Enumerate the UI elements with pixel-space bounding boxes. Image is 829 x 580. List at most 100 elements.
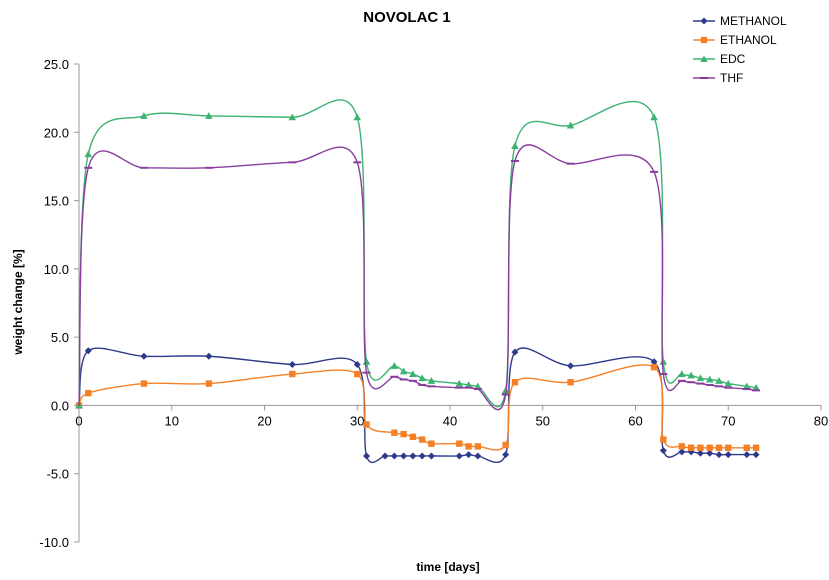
chart-title: NOVOLAC 1	[363, 9, 451, 26]
data-point-edc	[362, 357, 371, 365]
x-tick-label: 70	[721, 413, 735, 428]
legend-item-methanol: METHANOL	[693, 14, 787, 28]
data-point-ethanol	[660, 436, 667, 443]
data-point-edc	[205, 112, 213, 119]
legend-marker-ethanol	[700, 36, 708, 44]
data-point-ethanol	[289, 370, 296, 378]
series-line-ethanol	[78, 364, 757, 451]
data-point-methanol	[696, 449, 704, 457]
data-point-ethanol	[418, 436, 426, 443]
x-tick-label: 30	[350, 413, 364, 428]
data-point-methanol	[650, 358, 658, 366]
data-point-methanol	[288, 360, 296, 368]
data-point-methanol	[567, 362, 575, 370]
y-ticks: -10.0 -5.0 0.0 5.0 10.0 15.0 20.0 25.0	[39, 57, 79, 550]
data-point-edc	[650, 113, 658, 121]
data-point-ethanol	[743, 444, 750, 451]
legend-marker-methanol	[700, 17, 708, 25]
data-point-edc	[409, 370, 417, 378]
data-point-edc	[353, 113, 362, 121]
data-point-ethanol	[474, 443, 482, 450]
data-point-ethanol	[650, 363, 658, 371]
data-point-methanol	[465, 451, 473, 459]
data-point-ethanol	[465, 443, 472, 450]
data-point-ethanol	[706, 444, 713, 451]
data-point-methanol	[474, 452, 482, 460]
data-point-methanol	[84, 347, 92, 355]
data-point-edc	[84, 150, 93, 158]
x-ticks: 0 10 20 30 40 50 60 70 80	[75, 405, 828, 428]
legend-item-thf: THF	[693, 71, 743, 85]
legend-item-ethanol: ETHANOL	[693, 33, 777, 47]
data-point-edc	[427, 377, 436, 384]
x-tick-label: 60	[628, 413, 642, 428]
data-point-methanol	[715, 451, 723, 459]
data-point-ethanol	[354, 370, 361, 378]
data-point-ethanol	[428, 440, 435, 447]
data-point-edc	[140, 112, 148, 119]
data-point-edc	[696, 374, 705, 382]
legend-label-methanol: METHANOL	[720, 14, 787, 28]
data-point-edc	[464, 381, 473, 388]
data-point-edc	[566, 121, 575, 129]
legend-item-edc: EDC	[693, 52, 746, 66]
data-point-methanol	[390, 452, 398, 460]
data-point-edc	[659, 357, 668, 365]
x-tick-label: 0	[75, 413, 82, 428]
legend-marker-edc	[700, 55, 708, 63]
data-point-methanol	[511, 348, 519, 356]
x-axis-title: time [days]	[416, 560, 479, 574]
series-methanol	[75, 347, 760, 464]
series-layer	[75, 99, 761, 464]
data-point-ethanol	[511, 379, 519, 386]
data-point-ethanol	[725, 444, 732, 451]
y-axis-title: weight change [%]	[11, 249, 25, 355]
data-point-edc	[418, 374, 426, 382]
data-point-edc	[752, 383, 760, 391]
data-point-ethanol	[678, 443, 686, 450]
data-point-edc	[288, 113, 297, 121]
data-point-edc	[455, 379, 464, 387]
x-tick-label: 20	[257, 413, 271, 428]
y-tick-label: -5.0	[47, 467, 69, 482]
x-tick-label: 50	[536, 413, 550, 428]
data-point-methanol	[455, 452, 463, 460]
y-tick-label: 25.0	[44, 57, 69, 72]
y-tick-label: 10.0	[44, 262, 69, 277]
series-ethanol	[75, 363, 760, 451]
series-thf	[78, 144, 761, 411]
data-point-ethanol	[409, 433, 417, 441]
data-point-edc	[743, 382, 751, 390]
data-point-methanol	[140, 352, 148, 360]
data-point-ethanol	[687, 444, 695, 451]
y-tick-label: 5.0	[51, 330, 69, 345]
legend-label-edc: EDC	[720, 52, 746, 66]
legend: METHANOL ETHANOL EDC THF	[693, 14, 787, 85]
data-point-ethanol	[205, 380, 213, 387]
data-point-ethanol	[456, 440, 463, 447]
legend-label-thf: THF	[720, 71, 743, 85]
data-point-edc	[399, 367, 408, 375]
data-point-ethanol	[715, 444, 723, 451]
data-point-ethanol	[400, 430, 407, 438]
data-point-methanol	[659, 446, 667, 454]
data-point-ethanol	[363, 421, 370, 428]
data-point-ethanol	[502, 441, 509, 449]
data-point-edc	[678, 370, 686, 378]
data-point-methanol	[418, 452, 426, 460]
x-tick-label: 40	[443, 413, 457, 428]
data-point-edc	[705, 375, 714, 383]
data-point-ethanol	[391, 429, 398, 436]
data-point-methanol	[678, 448, 686, 456]
axes	[78, 64, 821, 542]
data-point-methanol	[706, 449, 714, 457]
data-point-ethanol	[567, 379, 574, 386]
x-tick-label: 10	[165, 413, 179, 428]
data-point-methanol	[409, 452, 417, 460]
data-point-methanol	[427, 452, 435, 460]
data-point-methanol	[363, 452, 371, 460]
data-point-ethanol	[697, 444, 704, 451]
y-tick-label: 0.0	[51, 398, 69, 413]
data-point-ethanol	[752, 444, 760, 451]
